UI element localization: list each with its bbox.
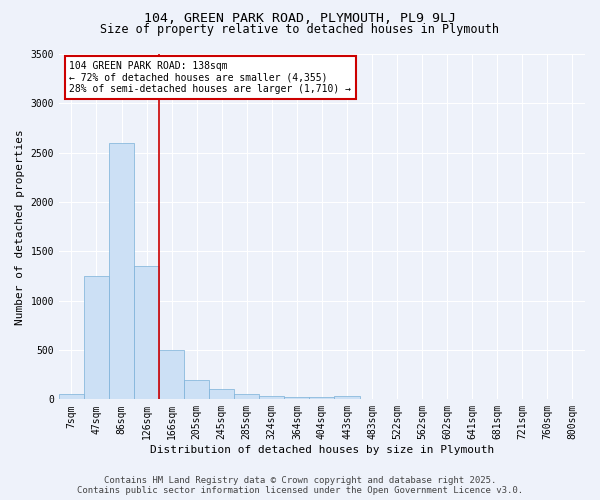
Bar — [259, 396, 284, 400]
Bar — [234, 394, 259, 400]
Bar — [134, 266, 159, 400]
Bar — [209, 390, 234, 400]
Y-axis label: Number of detached properties: Number of detached properties — [15, 129, 25, 324]
Text: Size of property relative to detached houses in Plymouth: Size of property relative to detached ho… — [101, 22, 499, 36]
Bar — [109, 143, 134, 400]
Text: 104 GREEN PARK ROAD: 138sqm
← 72% of detached houses are smaller (4,355)
28% of : 104 GREEN PARK ROAD: 138sqm ← 72% of det… — [70, 61, 352, 94]
Bar — [334, 396, 359, 400]
Bar — [184, 380, 209, 400]
Bar — [59, 394, 84, 400]
Text: Contains HM Land Registry data © Crown copyright and database right 2025.
Contai: Contains HM Land Registry data © Crown c… — [77, 476, 523, 495]
Bar — [310, 398, 334, 400]
Text: 104, GREEN PARK ROAD, PLYMOUTH, PL9 9LJ: 104, GREEN PARK ROAD, PLYMOUTH, PL9 9LJ — [144, 12, 456, 26]
Bar — [284, 398, 310, 400]
X-axis label: Distribution of detached houses by size in Plymouth: Distribution of detached houses by size … — [150, 445, 494, 455]
Bar — [159, 350, 184, 400]
Bar — [84, 276, 109, 400]
